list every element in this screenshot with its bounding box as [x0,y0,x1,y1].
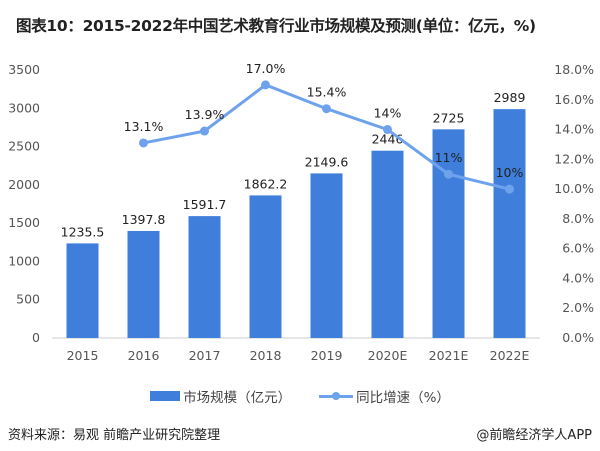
y-right-tick: 14.0% [554,122,594,137]
bar-label: 2989 [494,90,526,105]
y-right-tick: 18.0% [554,62,594,77]
bar-label: 1862.2 [244,176,288,191]
bar [493,109,526,339]
source-note: 资料来源：易观 前瞻产业研究院整理 [8,428,221,443]
bar [127,230,160,338]
bar [310,173,343,338]
y-right-tick: 8.0% [562,211,594,226]
growth-point [383,125,392,135]
bar [66,243,99,338]
growth-point [139,138,148,148]
x-tick: 2021E [429,348,469,363]
growth-label: 14% [374,106,402,121]
x-tick: 2018 [250,348,282,363]
bar [188,216,221,338]
y-left-tick: 2500 [8,139,40,154]
y-left-tick: 1000 [8,253,40,268]
y-left-tick: 500 [16,292,40,307]
legend-bar-swatch [150,391,181,401]
growth-label: 13.9% [185,107,225,122]
brand-credit: @前瞻经济学人APP [476,428,592,443]
growth-label: 11% [435,150,463,165]
bar-label: 2149.6 [305,154,349,169]
growth-point [444,169,453,179]
growth-label: 17.0% [246,61,286,76]
x-tick: 2020E [368,348,408,363]
y-right-tick: 2.0% [562,300,594,315]
bar-label: 1591.7 [183,197,227,212]
growth-point [322,104,331,114]
growth-label: 15.4% [307,85,347,100]
x-tick: 2019 [311,348,343,363]
y-right-tick: 6.0% [562,241,594,256]
bar [371,150,404,338]
growth-label: 10% [496,165,524,180]
legend-item-bar: 市场规模（亿元） [150,386,291,406]
bar [249,195,282,338]
y-right-tick: 16.0% [554,92,594,107]
x-tick: 2022E [490,348,530,363]
y-left-tick: 0 [32,330,40,345]
growth-point [200,126,209,136]
y-left-tick: 3000 [8,100,40,115]
legend-line-label: 同比增速（%） [356,390,450,406]
y-right-tick: 0.0% [562,330,594,345]
y-right-tick: 10.0% [554,181,594,196]
y-left-tick: 3500 [8,62,40,77]
legend-item-line: 同比增速（%） [319,386,450,406]
chart-title: 图表10：2015-2022年中国艺术教育行业市场规模及预测(单位：亿元，%) [16,17,536,35]
x-tick: 2016 [128,348,160,363]
growth-label: 13.1% [124,119,164,134]
bar-label: 1235.5 [61,224,105,239]
x-tick: 2015 [67,348,99,363]
legend: 市场规模（亿元） 同比增速（%） [0,386,600,406]
y-left-tick: 1500 [8,215,40,230]
x-tick: 2017 [189,348,221,363]
bar-label: 2725 [433,110,465,125]
growth-point [505,184,514,194]
bar-label: 1397.8 [122,212,166,227]
y-left-tick: 2000 [8,177,40,192]
legend-bar-label: 市场规模（亿元） [183,390,292,406]
bar [432,129,465,338]
y-right-tick: 4.0% [562,270,594,285]
y-right-tick: 12.0% [554,151,594,166]
growth-point [261,80,270,90]
legend-line-swatch [319,390,354,402]
